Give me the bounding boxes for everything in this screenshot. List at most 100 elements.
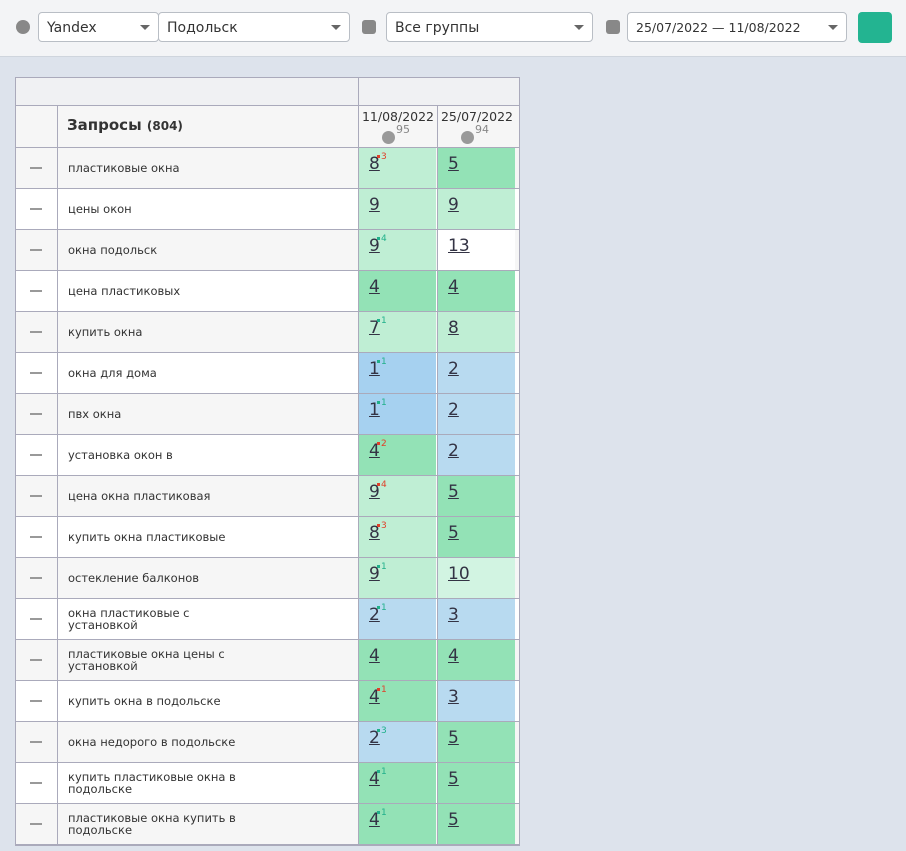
position-cell: 3 [437,681,515,721]
region-select[interactable]: Подольск [158,12,350,42]
position[interactable]: 1 [369,400,380,420]
position[interactable]: 4 [369,646,380,666]
position-change: 1 [381,398,387,408]
collapse-icon[interactable] [30,823,42,825]
collapse-icon[interactable] [30,208,42,210]
table-row[interactable]: окна подольск 9 4 13 [16,230,519,271]
change-trend [377,811,380,814]
position[interactable]: 4 [448,646,459,666]
export-button[interactable] [858,12,892,43]
position[interactable]: 8 [369,523,380,543]
position[interactable]: 8 [369,154,380,174]
query: окна подольск [68,243,158,257]
collapse-icon[interactable] [30,290,42,292]
position[interactable]: 4 [369,769,380,789]
position[interactable]: 9 [369,236,380,256]
position[interactable]: 4 [369,810,380,830]
table-row[interactable]: пвх окна 1 1 2 [16,394,519,435]
query: купить окна [68,325,143,339]
position[interactable]: 4 [448,277,459,297]
query: купить пластиковые окна в подольске [68,770,236,796]
position-cell: 8 [437,312,515,352]
position[interactable]: 2 [369,605,380,625]
table-row[interactable]: окна недорого в подольске 2 3 5 [16,722,519,763]
position[interactable]: 5 [448,154,459,174]
position-change: 1 [381,603,387,613]
change-trend [377,155,380,158]
position-change: 1 [381,808,387,818]
position[interactable]: 9 [369,482,380,502]
group: Все группы [395,20,480,36]
row-control [16,599,58,639]
position[interactable]: 8 [448,318,459,338]
collapse-icon[interactable] [30,167,42,169]
position[interactable]: 2 [448,359,459,379]
position[interactable]: 5 [448,810,459,830]
table-toolbar [16,78,519,106]
position[interactable]: 2 [448,400,459,420]
position[interactable]: 4 [369,441,380,461]
engine-select[interactable]: Yandex [38,12,159,42]
position[interactable]: 4 [369,687,380,707]
position[interactable]: 9 [369,195,380,215]
collapse-icon[interactable] [30,536,42,538]
position[interactable]: 3 [448,687,459,707]
position[interactable]: 13 [448,236,470,256]
table-row[interactable]: купить окна в подольске 4 1 3 [16,681,519,722]
position[interactable]: 10 [448,564,470,584]
collapse-icon[interactable] [30,413,42,415]
position[interactable]: 3 [448,605,459,625]
collapse-icon[interactable] [30,659,42,661]
position[interactable]: 5 [448,523,459,543]
position[interactable]: 9 [448,195,459,215]
table-row[interactable]: остекление балконов 9 1 10 [16,558,519,599]
table-row[interactable]: пластиковые окна купить в подольске 4 1 5 [16,804,519,845]
query: цена пластиковых [68,284,181,298]
position[interactable]: 5 [448,769,459,789]
table-row[interactable]: купить окна пластиковые 8 3 5 [16,517,519,558]
table-row[interactable]: купить окна 7 1 8 [16,312,519,353]
table-row[interactable]: цена окна пластиковая 9 4 5 [16,476,519,517]
date-select[interactable]: 25/07/2022 — 11/08/2022 [627,12,847,42]
position-cell: 2 [437,394,515,434]
position[interactable]: 7 [369,318,380,338]
positions-table: Запросы (804) 11/08/2022 95 25/07/2022 94 п… [15,77,520,846]
change-trend [377,442,380,445]
collapse-icon[interactable] [30,700,42,702]
position[interactable]: 2 [369,728,380,748]
table-row[interactable]: окна для дома 1 1 2 [16,353,519,394]
group-select[interactable]: Все группы [386,12,593,42]
position[interactable]: 2 [448,441,459,461]
position[interactable]: 1 [369,359,380,379]
collapse-icon[interactable] [30,331,42,333]
position[interactable]: 4 [369,277,380,297]
change-trend [377,565,380,568]
position-cell: 9 [437,189,515,229]
collapse-icon[interactable] [30,782,42,784]
query: цена окна пластиковая [68,489,211,503]
table-row[interactable]: окна пластиковые с установкой 2 1 3 [16,599,519,640]
change-trend [377,606,380,609]
row-control [16,271,58,311]
collapse-icon[interactable] [30,372,42,374]
collapse-icon[interactable] [30,618,42,620]
column-percent: 95 [396,123,410,136]
collapse-icon[interactable] [30,454,42,456]
table-row[interactable]: пластиковые окна 8 3 5 [16,148,519,189]
collapse-icon[interactable] [30,741,42,743]
collapse-icon[interactable] [30,249,42,251]
collapse-icon[interactable] [30,495,42,497]
position-cell: 4 [437,640,515,680]
table-row[interactable]: пластиковые окна цены с установкой 4 4 [16,640,519,681]
position[interactable]: 5 [448,728,459,748]
change-trend [377,237,380,240]
position[interactable]: 9 [369,564,380,584]
table-row[interactable]: цены окон 9 9 [16,189,519,230]
collapse-icon[interactable] [30,577,42,579]
position[interactable]: 5 [448,482,459,502]
table-row[interactable]: купить пластиковые окна в подольске 4 1 5 [16,763,519,804]
table-row[interactable]: цена пластиковых 4 4 [16,271,519,312]
